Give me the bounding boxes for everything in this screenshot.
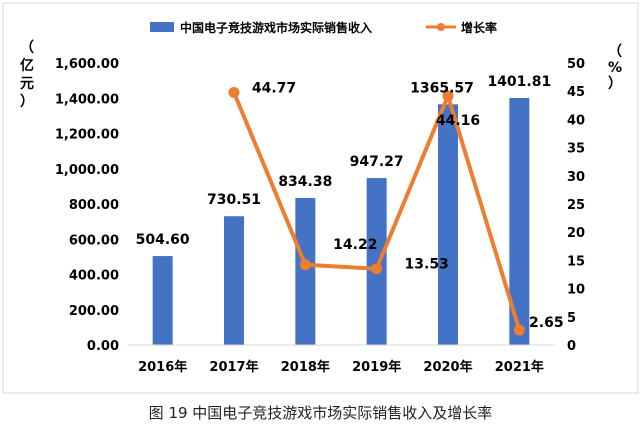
- left-tick-label: 400.00: [69, 269, 119, 284]
- right-axis-ticks: 0 5 10 15 20 25 30 35 40 45 50: [567, 57, 585, 354]
- right-tick-label: 15: [567, 254, 585, 269]
- bar-series: [152, 97, 530, 345]
- bar: [224, 216, 244, 345]
- right-axis-unit: （%）: [608, 44, 622, 92]
- bar: [152, 256, 173, 345]
- bar-data-label: 730.51: [207, 192, 261, 208]
- growth-point: [513, 324, 525, 336]
- right-tick-label: 35: [567, 142, 585, 157]
- growth-point: [299, 259, 311, 271]
- right-tick-label: 5: [567, 311, 576, 326]
- x-tick-label: 2016年: [138, 359, 187, 375]
- left-axis-unit: （亿元 ）: [20, 40, 34, 110]
- growth-point: [228, 86, 240, 98]
- left-tick-label: 1,200.00: [55, 128, 119, 143]
- growth-point: [371, 263, 383, 275]
- left-unit-char: （: [20, 40, 34, 56]
- line-data-label: 44.77: [252, 80, 296, 96]
- bar: [295, 197, 316, 345]
- legend: 中国电子竞技游戏市场实际销售收入 增长率: [150, 20, 497, 35]
- right-tick-label: 45: [567, 85, 585, 100]
- legend-bar-label: 中国电子竞技游戏市场实际销售收入: [180, 20, 372, 35]
- growth-point: [442, 90, 454, 102]
- figure-caption: 图 19 中国电子竞技游戏市场实际销售收入及增长率: [148, 404, 493, 422]
- left-unit-char: ）: [20, 94, 34, 110]
- right-tick-label: 40: [567, 113, 585, 128]
- right-tick-label: 20: [567, 226, 585, 241]
- bar-data-labels: 504.60 730.51 834.38 947.27 1365.57 1401.81: [136, 74, 552, 248]
- left-tick-label: 1,000.00: [55, 163, 119, 178]
- left-unit-char: 元: [20, 76, 34, 92]
- line-data-label: 13.53: [405, 257, 449, 273]
- right-tick-label: 25: [567, 198, 585, 213]
- left-tick-label: 600.00: [69, 233, 119, 248]
- chart-frame: [2, 2, 639, 394]
- left-tick-label: 1,400.00: [55, 92, 119, 107]
- x-tick-label: 2017年: [209, 359, 258, 375]
- left-unit-char: 亿: [20, 57, 34, 74]
- x-tick-label: 2020年: [423, 359, 472, 375]
- left-tick-label: 800.00: [69, 198, 119, 213]
- right-unit-char: %: [608, 60, 622, 76]
- line-data-labels: 44.77 14.22 13.53 44.16 2.65: [252, 80, 564, 331]
- bar: [509, 97, 530, 345]
- bar: [366, 178, 387, 345]
- right-tick-label: 10: [567, 283, 585, 298]
- legend-bar-swatch: [150, 22, 174, 32]
- bar-data-label: 504.60: [136, 232, 190, 248]
- x-tick-label: 2021年: [495, 359, 544, 375]
- line-data-label: 2.65: [529, 315, 564, 331]
- right-tick-label: 30: [567, 170, 585, 185]
- legend-line-label: 增长率: [461, 20, 497, 35]
- legend-line-marker: [437, 23, 445, 31]
- right-unit-char: （: [608, 44, 622, 60]
- right-unit-char: ）: [608, 76, 622, 92]
- bar-data-label: 947.27: [350, 154, 404, 170]
- x-tick-label: 2019年: [352, 359, 401, 375]
- bar-data-label: 1401.81: [487, 74, 551, 90]
- line-series: [228, 86, 525, 336]
- left-axis-ticks: 0.00 200.00 400.00 600.00 800.00 1,000.00 1,20…: [55, 57, 119, 354]
- x-axis-ticks: 2016年 2017年 2018年 2019年 2020年 2021年: [138, 359, 544, 375]
- right-tick-label: 0: [567, 339, 576, 354]
- left-tick-label: 0.00: [87, 339, 119, 354]
- x-tick-label: 2018年: [281, 359, 330, 375]
- left-tick-label: 200.00: [69, 304, 119, 319]
- line-data-label: 14.22: [333, 237, 377, 253]
- bar: [438, 104, 458, 345]
- right-tick-label: 50: [567, 57, 585, 72]
- left-tick-label: 1,600.00: [55, 57, 119, 72]
- bar-data-label: 1365.57: [410, 80, 474, 96]
- bar-data-label: 834.38: [278, 174, 332, 190]
- line-data-label: 44.16: [436, 113, 480, 129]
